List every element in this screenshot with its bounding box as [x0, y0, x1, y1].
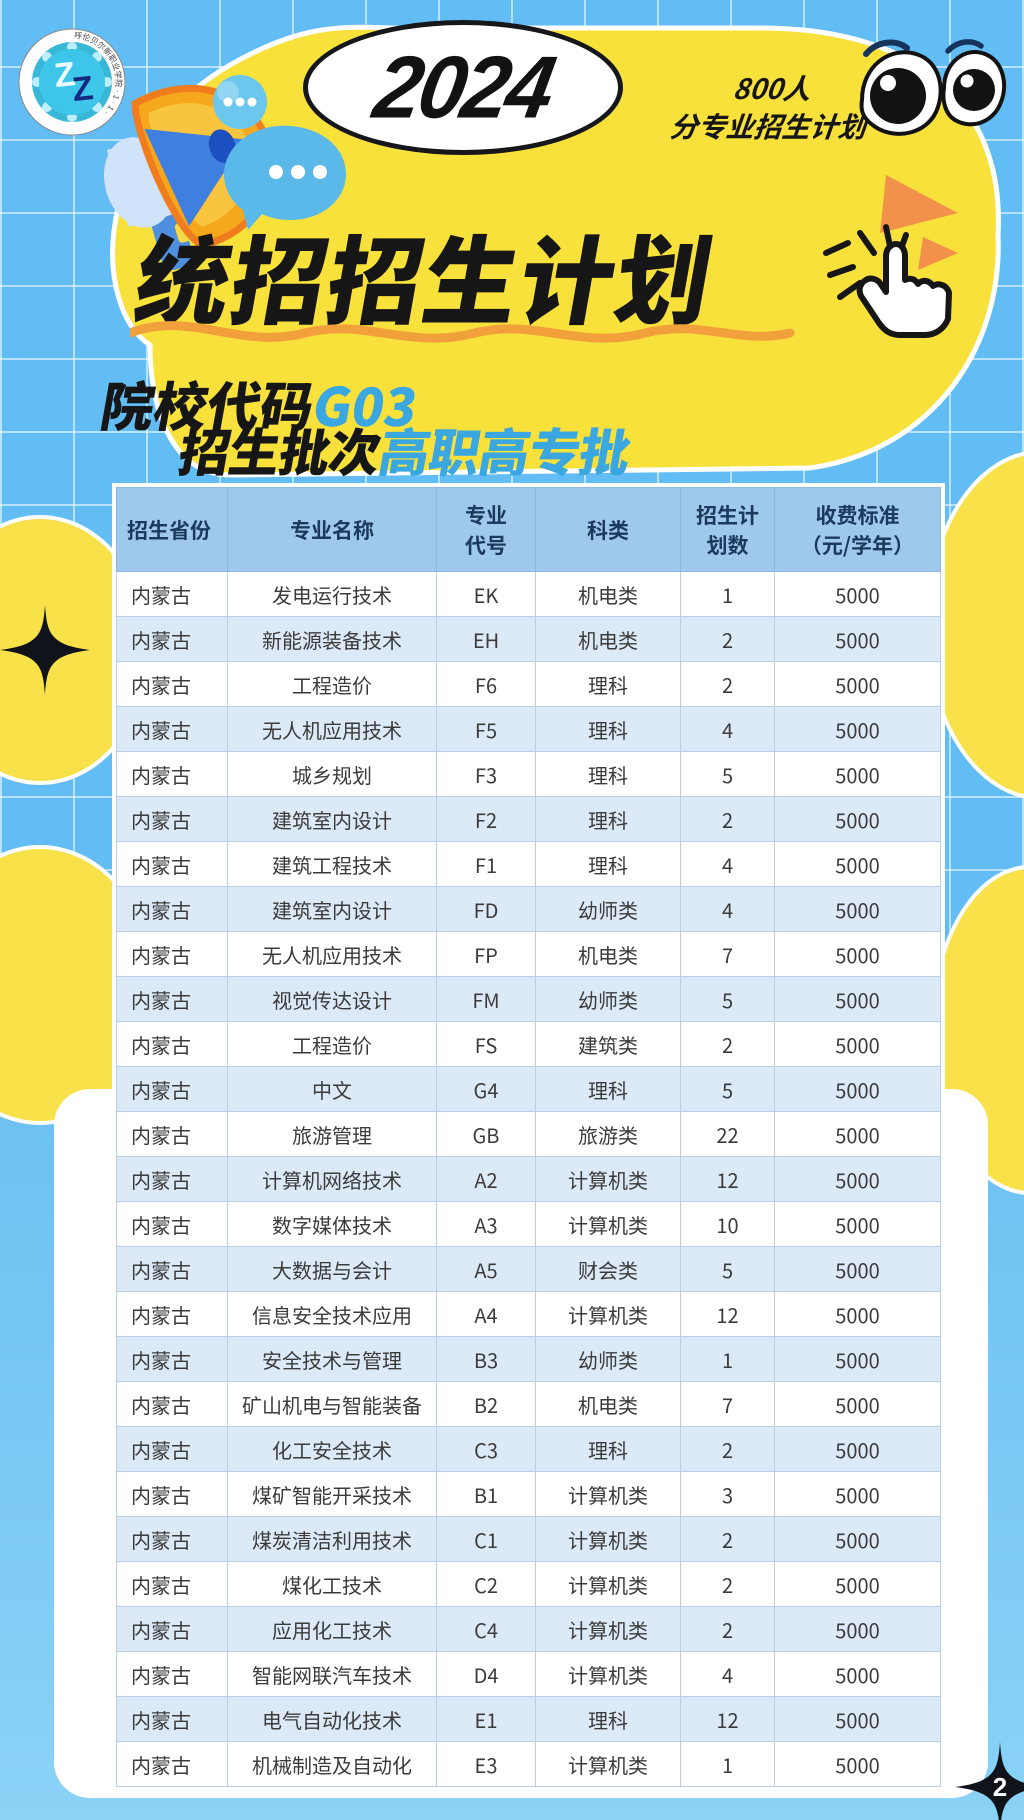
svg-text:2: 2 [993, 1772, 1007, 1802]
